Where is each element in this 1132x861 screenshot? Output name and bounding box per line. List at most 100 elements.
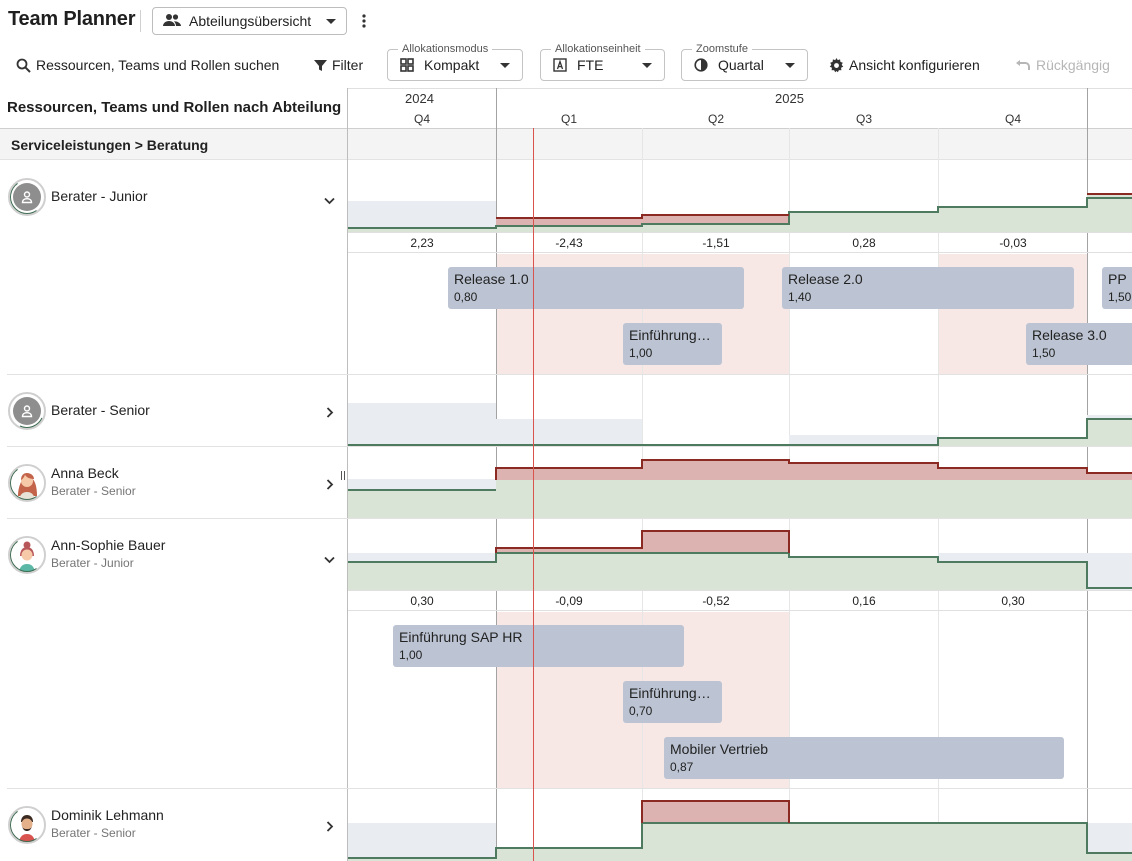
alloc-mode-legend: Allokationsmodus: [398, 43, 493, 55]
row-divider: [7, 374, 1132, 375]
more-vert-icon[interactable]: [356, 9, 372, 33]
capacity-chart-anna-beck: [348, 459, 1132, 518]
balance-value: 0,30: [410, 594, 434, 608]
search-button[interactable]: Ressourcen, Teams und Rollen suchen: [16, 53, 279, 77]
allocation-value: 0,70: [629, 704, 653, 718]
allocation-name: Release 2.0: [788, 271, 863, 287]
year-label: 2025: [775, 91, 804, 106]
resource-role: Berater - Junior: [51, 556, 134, 570]
chevron-down-icon[interactable]: [324, 551, 335, 569]
allocation-value: 1,50: [1032, 346, 1056, 360]
undo-icon: [1016, 60, 1030, 70]
resource-role: Berater - Senior: [51, 826, 136, 840]
avatar: [8, 392, 46, 430]
undo-button[interactable]: Rückgängig: [1015, 53, 1110, 77]
allocation-bar[interactable]: Mobiler Vertrieb 0,87: [664, 737, 1064, 779]
allocation-bar[interactable]: Release 2.0 1,40: [782, 267, 1074, 309]
resource-role: Berater - Senior: [51, 484, 136, 498]
allocation-value: 1,00: [399, 648, 423, 662]
gear-icon: [829, 57, 844, 72]
resize-handle[interactable]: [341, 471, 345, 480]
chevron-down-icon: [785, 62, 795, 68]
balance-strip: [348, 590, 1132, 611]
resource-name[interactable]: Berater - Junior: [51, 188, 148, 204]
capacity-chart-berater-senior: [348, 403, 1132, 446]
group-row: [0, 129, 1132, 160]
chevron-right-icon[interactable]: [326, 477, 334, 495]
alloc-unit-legend: Allokationseinheit: [551, 43, 645, 55]
balance-value: -0,52: [702, 594, 730, 608]
balance-value: -1,51: [702, 236, 730, 250]
undo-label: Rückgängig: [1036, 57, 1110, 73]
unit-icon: [553, 58, 567, 72]
allocation-value: 0,80: [454, 290, 478, 304]
search-icon: [16, 58, 31, 73]
filter-label: Filter: [332, 57, 364, 73]
balance-value: 0,30: [1001, 594, 1025, 608]
alloc-unit-select[interactable]: Allokationseinheit FTE: [540, 43, 665, 81]
search-label: Ressourcen, Teams und Rollen suchen: [36, 57, 280, 73]
balance-value: 0,28: [852, 236, 876, 250]
chevron-right-icon[interactable]: [326, 819, 334, 837]
zoom-value: Quartal: [718, 57, 764, 73]
chevron-down-icon[interactable]: [324, 192, 335, 210]
alloc-mode-select[interactable]: Allokationsmodus Kompakt: [387, 43, 523, 81]
resource-name[interactable]: Anna Beck: [51, 465, 119, 481]
resource-column-header: Ressourcen, Teams und Rollen nach Abteil…: [7, 99, 342, 116]
app-title: Team Planner: [8, 8, 136, 30]
balance-strip: [348, 232, 1132, 253]
allocation-bar[interactable]: Release 3.0 1,50: [1026, 323, 1132, 365]
chevron-right-icon[interactable]: [326, 405, 334, 423]
quarter-label: Q2: [707, 112, 724, 126]
header-divider: [0, 128, 1132, 129]
grid-view-icon: [400, 58, 414, 72]
quarter-label: Q4: [413, 112, 430, 126]
person-icon: [21, 405, 33, 418]
allocation-value: 0,87: [670, 760, 694, 774]
year-label: 2024: [405, 91, 434, 106]
title-divider: [140, 10, 141, 32]
balance-value: 0,16: [852, 594, 876, 608]
capacity-chart-dominik-lehmann: [348, 800, 1132, 861]
woman-avatar-icon: [10, 538, 44, 572]
allocation-bar[interactable]: PPM 1,50: [1102, 267, 1132, 309]
view-select[interactable]: Abteilungsübersicht: [152, 7, 347, 35]
allocation-bar[interactable]: Einführungs… 1,00: [623, 323, 722, 365]
allocation-name: Einführungs…: [629, 327, 716, 343]
capacity-chart-berater-junior: [348, 193, 1132, 232]
view-select-label: Abteilungsübersicht: [189, 13, 312, 29]
allocation-value: 1,50: [1108, 290, 1132, 304]
resource-name[interactable]: Dominik Lehmann: [51, 807, 164, 823]
avatar: [8, 806, 46, 844]
resource-name[interactable]: Ann-Sophie Bauer: [51, 537, 166, 553]
configure-view-label: Ansicht konfigurieren: [849, 57, 980, 73]
filter-button[interactable]: Filter: [314, 53, 363, 77]
chevron-down-icon: [326, 18, 336, 24]
balance-value: -0,09: [555, 594, 583, 608]
filter-icon: [314, 59, 327, 71]
column-divider: [347, 88, 348, 861]
allocation-name: Einführungs…: [629, 685, 716, 701]
zoom-legend: Zoomstufe: [692, 43, 752, 55]
row-divider: [7, 518, 1132, 519]
allocation-bar[interactable]: Einführungs… 0,70: [623, 681, 722, 723]
resource-name[interactable]: Berater - Senior: [51, 402, 150, 418]
allocation-bar[interactable]: Einführung SAP HR 1,00: [393, 625, 684, 667]
quarter-label: Q1: [560, 112, 577, 126]
zoom-select[interactable]: Zoomstufe Quartal: [681, 43, 808, 81]
capacity-chart-ann-sophie-bauer: [348, 530, 1132, 590]
configure-view-button[interactable]: Ansicht konfigurieren: [829, 53, 980, 77]
allocation-name: Einführung SAP HR: [399, 629, 523, 645]
avatar: [8, 178, 46, 216]
row-divider: [7, 788, 1132, 789]
allocation-name: PPM: [1108, 271, 1126, 287]
woman-avatar-icon: [10, 466, 44, 500]
man-avatar-icon: [10, 808, 44, 842]
people-icon: [163, 13, 181, 30]
allocation-bar[interactable]: Release 1.0 0,80: [448, 267, 744, 309]
today-marker: [533, 128, 534, 861]
avatar: [8, 536, 46, 574]
row-divider: [7, 446, 1132, 447]
capacity-charts: [348, 193, 1132, 861]
allocation-value: 1,00: [629, 346, 653, 360]
